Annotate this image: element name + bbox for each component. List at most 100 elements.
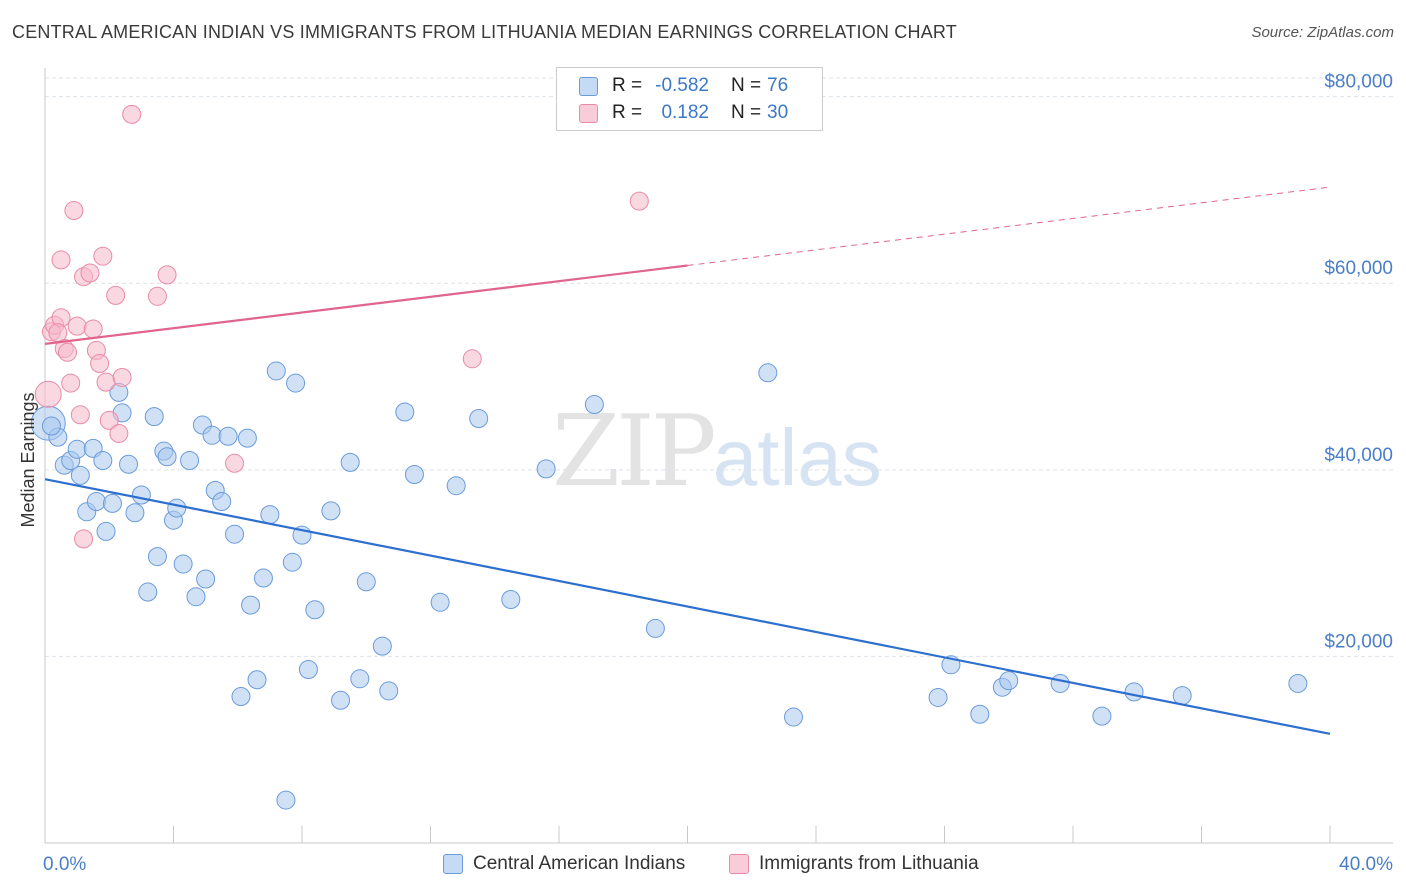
central-american-indian-point xyxy=(1288,673,1308,693)
legend-item-immigrants-from-lithuania: Immigrants from Lithuania xyxy=(729,851,979,877)
central-american-indian-point xyxy=(1050,673,1070,693)
central-american-indian-point xyxy=(340,452,360,472)
central-american-indian-point xyxy=(321,501,341,521)
lithuania-trendline-dashed xyxy=(687,186,1331,267)
central-american-indian-point xyxy=(266,361,286,381)
central-american-indian-point xyxy=(469,409,489,429)
central-american-indian-point xyxy=(138,582,158,602)
central-american-indian-point xyxy=(260,505,280,525)
central-american-indian-point xyxy=(157,447,177,467)
central-american-indian-point xyxy=(395,402,415,422)
central-american-indian-point xyxy=(645,618,665,638)
central-american-indian-point xyxy=(131,485,151,505)
lithuania-immigrant-point xyxy=(122,104,142,124)
legend-r-label: R = xyxy=(612,102,643,123)
x-tick-label: 0.0% xyxy=(43,854,86,875)
central-american-indian-point xyxy=(758,363,778,383)
lithuania-immigrant-point xyxy=(70,405,90,425)
central-american-indian-point xyxy=(379,681,399,701)
central-american-indian-point xyxy=(999,671,1019,691)
lithuania-immigrant-point xyxy=(64,200,84,220)
y-tick-label: $40,000 xyxy=(1324,445,1393,466)
central-american-indian-point xyxy=(186,587,206,607)
chart-title: CENTRAL AMERICAN INDIAN VS IMMIGRANTS FR… xyxy=(12,22,957,42)
central-american-indian-point xyxy=(93,451,113,470)
lithuania-immigrant-point xyxy=(57,342,77,362)
central-american-indian-point xyxy=(67,439,87,459)
y-tick-label: $80,000 xyxy=(1324,72,1393,93)
central-american-indian-point xyxy=(125,503,145,523)
central-american-indian-point xyxy=(404,464,424,484)
central-american-indian-point xyxy=(430,592,450,612)
lithuania-immigrant-point xyxy=(147,286,167,306)
central-american-indian-point xyxy=(276,790,296,810)
data-points xyxy=(30,104,1308,810)
grid-lines xyxy=(45,77,1393,657)
lithuania-immigrant-point xyxy=(67,316,87,336)
legend-swatch-blue xyxy=(579,76,598,96)
lithuania-immigrant-point xyxy=(225,453,245,473)
legend-series-label: Immigrants from Lithuania xyxy=(759,853,979,874)
central-american-indian-point xyxy=(41,416,61,436)
legend-swatch-pink xyxy=(579,103,598,123)
lithuania-immigrant-point xyxy=(61,373,81,393)
central-american-indian-point xyxy=(331,690,351,710)
central-american-indian-point xyxy=(372,636,392,656)
central-american-indian-point xyxy=(1092,706,1112,726)
central-american-indian-point xyxy=(584,395,604,415)
lithuania-immigrant-point xyxy=(96,372,116,392)
y-tick-label: $60,000 xyxy=(1324,258,1393,279)
legend-swatch-pink xyxy=(729,854,749,874)
lithuania-immigrant-point xyxy=(90,353,110,373)
lithuania-immigrant-point xyxy=(109,423,129,443)
watermark-atlas: atlas xyxy=(712,413,882,502)
central-american-indian-point xyxy=(86,492,106,512)
central-american-indian-point xyxy=(237,428,257,448)
lithuania-immigrant-point xyxy=(74,529,94,549)
central-american-indian-point xyxy=(350,669,370,689)
lithuania-immigrant-point xyxy=(112,367,132,387)
legend-r-value: -0.582 xyxy=(655,75,709,96)
legend-n-label: N = xyxy=(731,102,762,123)
central-american-indian-point xyxy=(144,407,164,427)
lithuania-immigrant-point xyxy=(83,319,103,339)
central-american-indian-point xyxy=(305,600,325,620)
central-american-indian-point xyxy=(247,670,267,690)
central-american-indian-point xyxy=(356,572,376,592)
lithuania-trendline-solid xyxy=(44,264,688,345)
lithuania-immigrant-point xyxy=(106,285,126,305)
central-american-indian-point xyxy=(1124,682,1144,702)
lithuania-immigrant-point xyxy=(99,410,119,430)
lithuania-immigrant-point xyxy=(157,265,177,285)
central-american-indian-point xyxy=(96,521,116,541)
central-american-indian-point xyxy=(253,568,273,588)
central-american-indian-point xyxy=(173,554,193,574)
legend-r-value: 0.182 xyxy=(661,102,709,123)
lithuania-immigrant-point xyxy=(48,323,68,343)
legend-swatch-blue xyxy=(443,854,463,874)
lithuania-immigrant-point xyxy=(93,246,113,266)
central-american-indian-point xyxy=(928,687,948,707)
legend-row-pink: R = 0.182 N = 30 xyxy=(579,101,788,125)
central-american-indian-point xyxy=(102,493,122,513)
y-axis-label: Median Earnings xyxy=(18,392,38,527)
lithuania-immigrant-point xyxy=(629,191,649,211)
lithuania-immigrant-point xyxy=(34,380,62,408)
tick-labels: $20,000 $40,000 $60,000 $80,000 0.0% 40.0% xyxy=(43,72,1393,875)
central-american-indian-point xyxy=(282,552,302,572)
lithuania-immigrant-point xyxy=(51,250,71,270)
central-american-indian-point xyxy=(241,595,261,615)
central-american-indian-point xyxy=(202,425,222,445)
central-american-indian-point xyxy=(218,426,238,446)
central-american-indian-point xyxy=(147,547,167,567)
x-tick-label: 40.0% xyxy=(1339,854,1393,875)
central-american-indian-point xyxy=(167,498,187,518)
watermark-zip: ZIP xyxy=(552,395,717,509)
central-american-indian-point xyxy=(286,373,306,393)
central-american-indian-point xyxy=(196,569,216,589)
central-american-indian-point xyxy=(231,687,251,707)
central-american-indian-point xyxy=(212,492,232,512)
y-tick-label: $20,000 xyxy=(1324,631,1393,652)
legend-item-central-american-indians: Central American Indians xyxy=(443,851,685,877)
